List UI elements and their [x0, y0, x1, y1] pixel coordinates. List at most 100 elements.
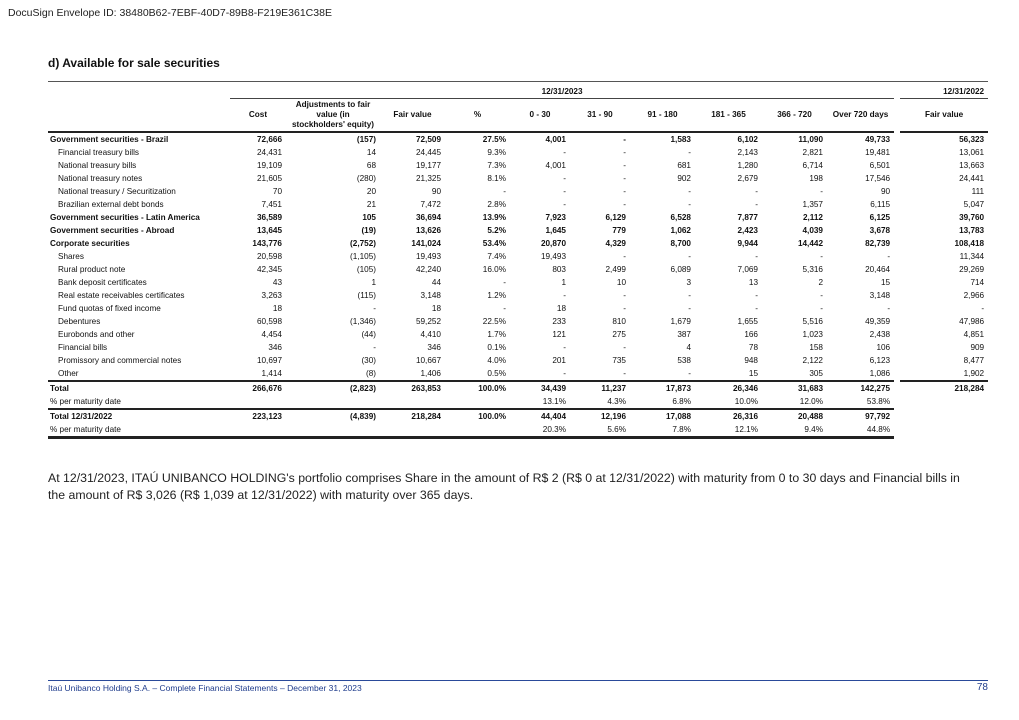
table-cell: 2,499 — [605, 265, 627, 274]
table-row: Shares 20,598 (1,105) 19,493 7.4% 19,493 - - - - -… — [48, 250, 989, 263]
table-cell: 3,678 — [869, 226, 891, 235]
column-header: 366 - 720 — [762, 98, 827, 133]
row-label: % per maturity date — [50, 397, 121, 406]
table-cell: 90 — [881, 187, 891, 196]
table-cell: 44 — [431, 278, 441, 287]
table-cell: 4,329 — [605, 239, 627, 248]
table-cell: 26,346 — [695, 380, 762, 395]
table-row: Eurobonds and other 4,454 (44) 4,410 1.7% 121… — [48, 328, 989, 341]
column-header: 181 - 365 — [695, 98, 762, 133]
table-cell: 7,923 — [545, 213, 567, 222]
table-cell: 44,404 — [510, 408, 570, 423]
table-cell: 1,086 — [869, 369, 891, 378]
table-row: Government securities - Latin America 36,… — [48, 211, 989, 224]
table-cell: - — [755, 304, 758, 313]
column-header: 91 - 180 — [630, 98, 695, 133]
table-cell: 53.8% — [866, 397, 891, 406]
table-cell: 108,418 — [894, 237, 989, 250]
table-cell — [380, 423, 445, 439]
table-row: National treasury bills 19,109 68 19,177 7.3… — [48, 159, 989, 172]
table-row: Debentures 60,598 (1,346) 59,252 22.5% 233 810… — [48, 315, 989, 328]
table-cell: (8) — [365, 369, 376, 378]
row-label: Shares — [58, 252, 84, 261]
table-cell: 49,359 — [865, 317, 891, 326]
table-cell: 233 — [552, 317, 566, 326]
table-row: % per maturity date 20.3% 5.6% 7.8% 12.1% 9.4… — [48, 423, 989, 439]
table-cell: - — [373, 304, 376, 313]
table-cell: - — [563, 174, 566, 183]
table-cell: 13 — [748, 278, 758, 287]
table-cell: 97,792 — [827, 408, 898, 423]
table-cell: 70 — [272, 187, 282, 196]
table-cell: 17,088 — [630, 408, 695, 423]
table-cell: 1,645 — [545, 226, 567, 235]
table-row: National treasury / Securitization 70 20 90… — [48, 185, 989, 198]
table-cell: (4,839) — [286, 408, 380, 423]
table-cell: - — [623, 200, 626, 209]
table-cell: 4,039 — [802, 226, 824, 235]
table-row: Total 12/31/2022 223,123 (4,839) 218,284 100… — [48, 408, 989, 423]
table-cell: 346 — [427, 343, 441, 352]
table-cell: 11,090 — [798, 135, 823, 144]
table-cell: 1,583 — [670, 135, 692, 144]
table-cell: 13,663 — [894, 159, 989, 172]
table-cell: 6,528 — [670, 213, 692, 222]
securities-table: 12/31/2023 12/31/2022 Cost Adjustments to… — [48, 84, 989, 439]
table-cell: 31,683 — [762, 380, 827, 395]
footer-divider — [48, 680, 988, 681]
table-cell: 7,451 — [261, 200, 283, 209]
table-cell: - — [688, 291, 691, 300]
table-cell: 13,645 — [256, 226, 282, 235]
table-cell: 7,472 — [420, 200, 442, 209]
table-cell: 1.2% — [487, 291, 506, 300]
table-cell: 29,269 — [894, 263, 989, 276]
table-cell: 948 — [744, 356, 758, 365]
table-cell: 201 — [552, 356, 566, 365]
table-cell: 72,509 — [415, 135, 441, 144]
table-cell: 121 — [552, 330, 566, 339]
table-cell: 10,667 — [415, 356, 441, 365]
table-cell: 143,776 — [252, 239, 282, 248]
table-cell: 2,966 — [894, 289, 989, 302]
table-cell: 1,655 — [737, 317, 759, 326]
table-cell: 24,445 — [415, 148, 441, 157]
row-label: % per maturity date — [48, 423, 230, 439]
row-label: Government securities - Latin America — [50, 213, 200, 222]
table-cell: 12.1% — [695, 423, 762, 439]
table-cell: 1,280 — [737, 161, 759, 170]
table-cell: 24,441 — [894, 172, 989, 185]
table-cell: 7.4% — [487, 252, 506, 261]
table-cell: 2.8% — [487, 200, 506, 209]
table-cell: 13,061 — [894, 146, 989, 159]
table-cell: 42,240 — [415, 265, 441, 274]
table-cell: - — [623, 291, 626, 300]
table-cell: 53.4% — [482, 239, 506, 248]
table-cell: 2 — [818, 278, 823, 287]
table-cell: 681 — [677, 161, 691, 170]
table-cell: 15 — [748, 369, 758, 378]
table-row: Real estate receivables certificates 3,26… — [48, 289, 989, 302]
table-cell: 19,493 — [540, 252, 566, 261]
table-cell: - — [563, 291, 566, 300]
table-cell: 4.0% — [487, 356, 506, 365]
row-label: Debentures — [58, 317, 101, 326]
date-prior-header: 12/31/2022 — [894, 84, 989, 99]
table-cell: 2,112 — [802, 213, 823, 222]
table-cell: 158 — [809, 343, 823, 352]
table-cell: 10.0% — [734, 397, 758, 406]
row-label: Total — [48, 380, 230, 395]
table-cell: 13,783 — [894, 224, 989, 237]
table-cell: 2,122 — [802, 356, 824, 365]
table-cell: - — [623, 148, 626, 157]
table-cell: 1,023 — [802, 330, 824, 339]
table-cell: 17,546 — [865, 174, 891, 183]
footer-text: Itaú Unibanco Holding S.A. – Complete Fi… — [48, 683, 362, 693]
table-cell: (280) — [356, 174, 376, 183]
table-cell: 11,344 — [894, 250, 989, 263]
table-cell: 4.3% — [607, 397, 626, 406]
table-row: Promissory and commercial notes 10,697 (30… — [48, 354, 989, 367]
table-cell: 902 — [677, 174, 691, 183]
table-cell: - — [563, 369, 566, 378]
table-cell: 59,252 — [415, 317, 441, 326]
table-cell: 346 — [268, 343, 282, 352]
